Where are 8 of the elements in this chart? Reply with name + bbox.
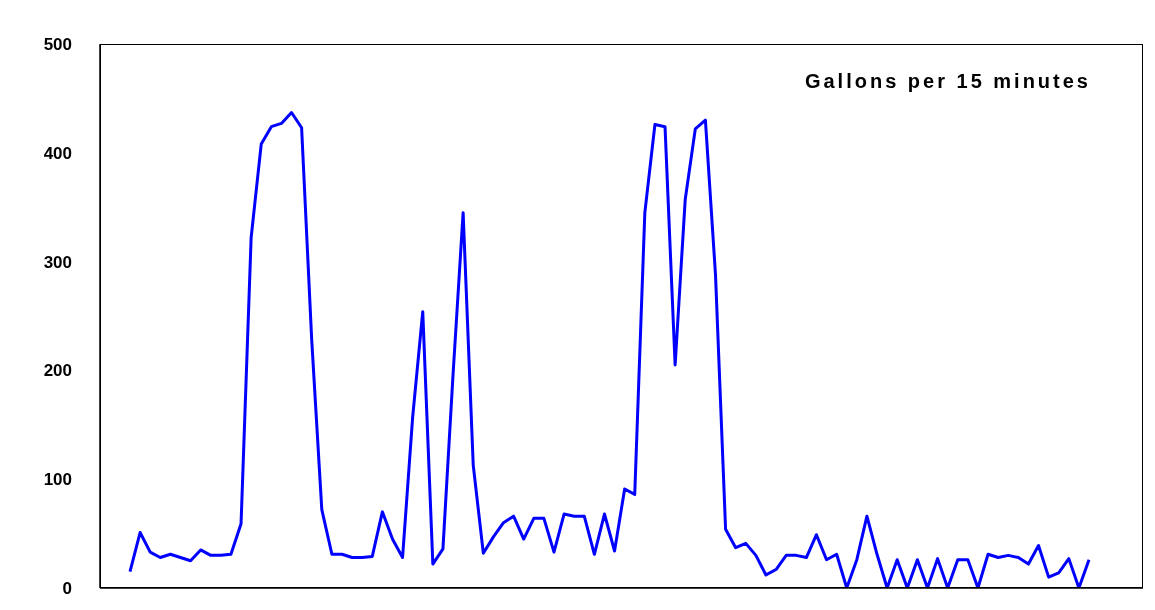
y-tick-label: 300 [43,252,72,272]
y-tick-label: 100 [43,470,72,490]
y-tick-label: 200 [43,361,72,381]
text: Gallons per 15 minutes [804,70,1091,93]
y-tick-label: 500 [43,35,72,55]
y-tick-label: 0 [62,579,72,599]
y-tick-label: 400 [43,143,72,163]
line-series [128,111,1091,588]
